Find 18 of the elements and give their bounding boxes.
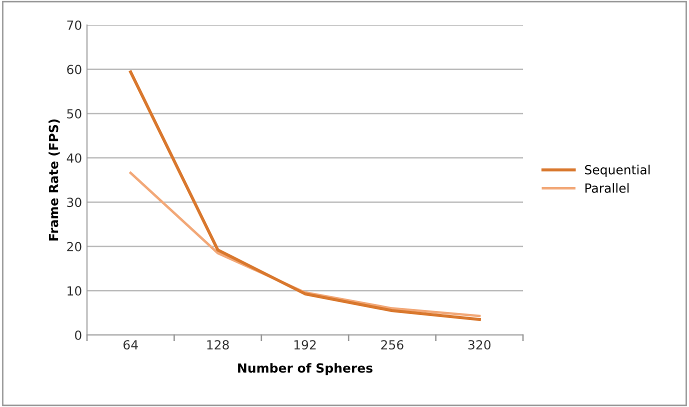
legend-label: Parallel [585,183,629,193]
y-tick-label: 20 [67,242,82,252]
y-tick-label: 30 [67,198,82,208]
x-axis-title: Number of Spheres [238,363,372,376]
y-tick-label: 40 [66,153,82,163]
x-tick-label: 256 [381,340,404,350]
line-series [129,70,481,322]
y-tick-label: 10 [68,286,82,296]
y-tick-label: 60 [67,64,82,74]
x-tick-label: 320 [468,340,490,350]
y-tick-label: 0 [75,330,82,340]
x-tick-label: 64 [124,340,138,350]
y-axis-title: Frame Rate (FPS) [48,119,60,240]
x-tick-label: 128 [207,340,229,350]
y-tick-label: 50 [67,109,82,118]
legend-label: Sequential [585,164,650,177]
x-tick-label: 192 [294,340,316,350]
y-tick-label: 70 [67,20,82,30]
